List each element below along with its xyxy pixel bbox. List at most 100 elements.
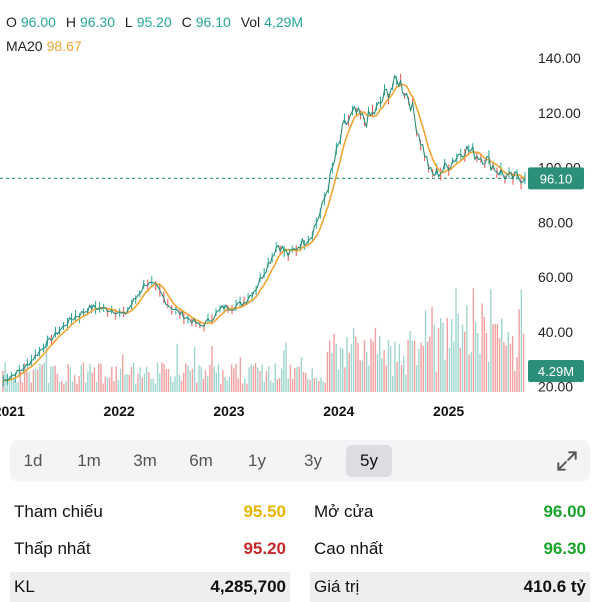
open-price-value: 96.00 [543,502,586,521]
volume-bar [368,365,370,392]
volume-bar [520,289,523,392]
range-6m[interactable]: 6m [189,451,213,470]
turnover-label: Giá trị [314,577,360,596]
x-tick-label: 2022 [104,403,135,419]
volume-bar [265,371,268,392]
volume-bar [95,381,98,392]
open-key: O [6,14,17,30]
volume-bar [487,361,490,392]
volume-bar [294,367,296,392]
volume-bar [365,351,368,392]
price-series [2,73,526,387]
volume-bar [106,377,109,392]
open-value: 96.00 [20,14,56,30]
y-tick-label: 140.00 [538,50,581,66]
volume-bar [381,358,383,392]
volume-bar [165,369,167,392]
volume-bar [481,303,483,392]
volume-bar [61,381,63,392]
volume-bar [10,380,13,392]
close-value: 96.10 [195,14,231,30]
range-3y[interactable]: 3y [304,451,322,470]
stat-turnover: Giá trị 410.6 tỷ [310,572,590,602]
volume-bar [459,348,462,392]
volume-bar [185,363,187,392]
volume-bar [163,363,165,392]
volume-bar [217,363,220,392]
volume-bar [213,366,215,392]
volume-bar [302,372,305,392]
volume-bar [191,368,194,392]
volume-bar [45,340,48,392]
volume-bar [461,324,464,392]
volume-bar [424,310,427,392]
volume-bar [174,376,176,392]
volume-bar [320,377,322,392]
volume-bar [383,350,385,392]
volume-bar [152,378,154,392]
volume-bar [82,362,85,392]
price-line [2,74,526,382]
volume-bar [363,340,366,392]
expand-icon[interactable] [554,448,580,474]
volume-bar [485,332,488,392]
volume-bar [385,365,387,392]
range-1m[interactable]: 1m [77,451,101,470]
volume-bar [392,376,394,392]
volume-bar [237,378,239,392]
low-label: Thấp nhất [14,539,91,558]
volume-bar [56,373,59,392]
volume-bar [339,347,342,392]
volume-bar [422,346,425,392]
volume-bar [128,374,130,392]
volume-bar [139,367,141,392]
volume-bar [23,363,26,392]
volume-bar [204,370,207,392]
volume-bar [189,370,191,392]
volume-bar [141,377,144,392]
volume-bar [104,376,106,392]
volume-bar [374,327,377,392]
range-3m[interactable]: 3m [133,451,157,470]
volume-bar [394,341,396,392]
volume-bar [246,383,248,392]
volume-bar [270,380,272,392]
range-1y[interactable]: 1y [248,451,266,470]
volume-bar [357,342,359,392]
volume-bar [518,309,520,392]
volume-bar [58,381,61,392]
volume-bar [453,341,455,392]
volume-bar [516,356,518,392]
volume-bar [331,352,333,392]
volume-bar [431,306,433,392]
volume-bar [156,362,159,392]
volume-bar [337,369,340,392]
turnover-value: 410.6 tỷ [523,577,586,596]
volume-bar [37,369,39,392]
volume-bar [376,353,379,392]
volume-bar [472,288,475,392]
volume-bar [78,376,80,392]
volume-bar [387,340,390,392]
volume-bar [76,383,78,392]
volume-bar [187,365,189,392]
volume-bar [437,327,440,392]
volume-bar [450,319,453,392]
volume-bar [346,336,348,392]
low-value: 95.20 [136,14,172,30]
volume-bar [54,365,56,392]
y-tick-label: 120.00 [538,105,581,121]
volume-bar [291,378,294,392]
volume-bar [222,370,224,392]
volume-bar [250,364,252,392]
volume-bar [511,335,514,392]
x-tick-label: 2021 [0,403,25,419]
stat-volume: KL 4,285,700 [10,572,290,602]
volume-bar [4,362,6,392]
y-tick-label: 80.00 [538,214,573,230]
range-1d[interactable]: 1d [23,451,43,470]
high-label: Cao nhất [314,539,383,558]
range-5y[interactable]: 5y [346,445,392,477]
close-key: C [181,14,192,30]
